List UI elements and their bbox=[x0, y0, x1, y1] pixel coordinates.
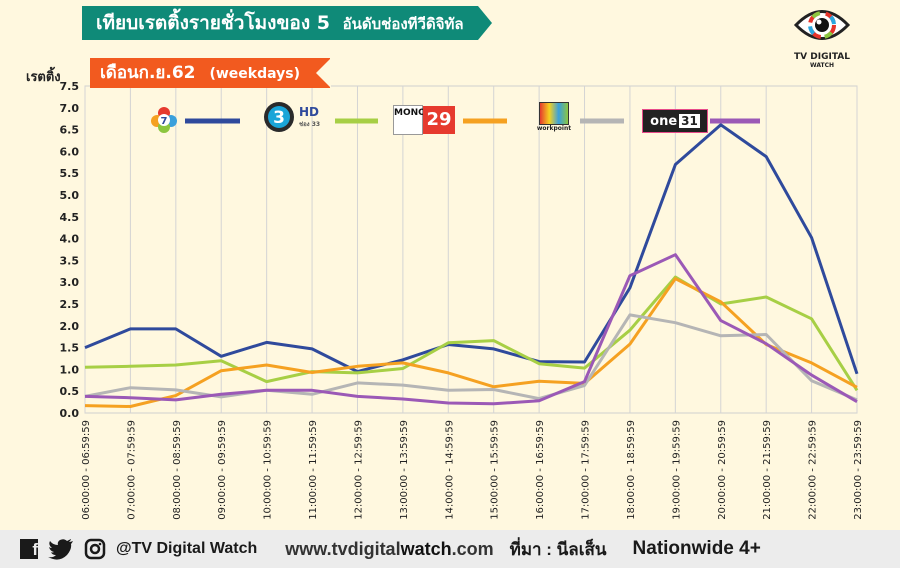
ch3-sub: ช่อง 33 bbox=[299, 121, 321, 128]
y-axis-label: เรตติ้ง bbox=[26, 70, 61, 85]
eye-logo-icon bbox=[793, 10, 851, 40]
website-url[interactable]: www.tvdigitalwatch.com bbox=[285, 539, 493, 560]
brand-line1: TV DIGITAL bbox=[794, 52, 850, 62]
y-tick-label: 7.5 bbox=[60, 80, 80, 93]
y-tick-label: 2.5 bbox=[60, 298, 80, 311]
x-tick-label: 23:00:00 - 23:59:59 bbox=[853, 420, 864, 520]
x-tick-label: 19:00:00 - 19:59:59 bbox=[671, 420, 682, 520]
instagram-icon[interactable] bbox=[84, 538, 106, 560]
x-tick-label: 12:00:00 - 12:59:59 bbox=[353, 420, 364, 520]
title-text: เทียบเรตติ้งรายชั่วโมงของ bbox=[96, 12, 311, 34]
tv-digital-watch-logo: TV DIGITAL WATCH bbox=[770, 4, 874, 82]
mono29-logo: MONO 29 bbox=[392, 105, 456, 135]
social-handle: @TV Digital Watch bbox=[116, 540, 258, 557]
workpoint-logo: workpoint bbox=[534, 102, 574, 132]
ch3-icon: 3 bbox=[264, 102, 294, 132]
y-tick-label: 4.0 bbox=[60, 233, 80, 246]
y-tick-label: 6.5 bbox=[60, 124, 80, 137]
audience-label: Nationwide 4+ bbox=[632, 538, 761, 559]
mono-number: 29 bbox=[423, 106, 455, 134]
y-tick-label: 0.0 bbox=[60, 407, 80, 420]
chart-title: เทียบเรตติ้งรายชั่วโมงของ 5 อันดับช่องที… bbox=[82, 6, 492, 40]
website-bold: watch bbox=[400, 538, 452, 559]
ch3-logo: 3 HD ช่อง 33 bbox=[262, 102, 332, 132]
y-tick-label: 7.0 bbox=[60, 102, 80, 115]
twitter-icon[interactable] bbox=[48, 538, 74, 560]
month-banner: เดือนก.ย.62 (weekdays) bbox=[90, 58, 331, 88]
series-line-2 bbox=[84, 275, 859, 392]
y-tick-label: 5.0 bbox=[60, 189, 80, 202]
y-tick-label: 1.0 bbox=[60, 363, 80, 376]
workpoint-icon bbox=[539, 102, 569, 125]
x-tick-label: 09:00:00 - 09:59:59 bbox=[217, 420, 228, 520]
series-line-1 bbox=[84, 123, 859, 375]
x-tick-label: 17:00:00 - 17:59:59 bbox=[581, 420, 592, 520]
ch7-number: 7 bbox=[161, 116, 168, 127]
brand-line2: WATCH bbox=[809, 62, 835, 69]
mono-letters: MONO bbox=[393, 105, 426, 135]
y-tick-label: 0.5 bbox=[60, 385, 80, 398]
one-number: 31 bbox=[679, 114, 700, 128]
facebook-icon[interactable]: f bbox=[20, 539, 38, 559]
y-tick-label: 4.5 bbox=[60, 211, 80, 224]
series-line-4 bbox=[84, 313, 858, 402]
one-text: one bbox=[650, 113, 678, 129]
x-tick-label: 14:00:00 - 14:59:59 bbox=[444, 420, 455, 520]
workpoint-text: workpoint bbox=[536, 125, 572, 132]
x-tick-label: 20:00:00 - 20:59:59 bbox=[717, 420, 728, 520]
data-source: ที่มา : นีลเส็น bbox=[509, 539, 607, 559]
y-tick-label: 3.0 bbox=[60, 276, 80, 289]
period-label: (weekdays) bbox=[209, 66, 300, 82]
y-tick-label: 5.5 bbox=[60, 167, 80, 180]
x-axis-ticks: 06:00:00 - 06:59:59 07:00:00 - 07:59:59 08… bbox=[81, 420, 864, 520]
month-label: เดือนก.ย.62 bbox=[100, 63, 196, 83]
x-tick-label: 22:00:00 - 22:59:59 bbox=[808, 420, 819, 520]
chart-series bbox=[84, 123, 859, 408]
y-tick-label: 1.5 bbox=[60, 342, 80, 355]
ch3-hd: HD bbox=[299, 105, 320, 119]
series-line-5 bbox=[84, 253, 858, 406]
x-tick-label: 10:00:00 - 10:59:59 bbox=[263, 420, 274, 520]
y-tick-label: 2.0 bbox=[60, 320, 80, 333]
chart-grid bbox=[84, 85, 858, 414]
ch7-icon: 7 bbox=[151, 107, 177, 133]
y-tick-label: 3.5 bbox=[60, 254, 80, 267]
x-tick-label: 07:00:00 - 07:59:59 bbox=[126, 420, 137, 520]
x-tick-label: 16:00:00 - 16:59:59 bbox=[535, 420, 546, 520]
one31-logo: one 31 bbox=[642, 109, 708, 133]
ch7-logo: 7 bbox=[146, 104, 182, 134]
x-tick-label: 06:00:00 - 06:59:59 bbox=[81, 420, 92, 520]
x-tick-label: 13:00:00 - 13:59:59 bbox=[399, 420, 410, 520]
x-tick-label: 15:00:00 - 15:59:59 bbox=[490, 420, 501, 520]
x-tick-label: 18:00:00 - 18:59:59 bbox=[626, 420, 637, 520]
y-axis-ticks: 0.0 0.5 1.0 1.5 2.0 2.5 3.0 3.5 4.0 4.5 5.0 5.5 6.0 6… bbox=[60, 80, 80, 420]
x-tick-label: 08:00:00 - 08:59:59 bbox=[172, 420, 183, 520]
title-number: 5 bbox=[316, 12, 330, 34]
footer-bar: f @TV Digital Watch www.tvdigitalwatch.c… bbox=[0, 530, 900, 568]
website-suffix: .com bbox=[451, 538, 494, 559]
title-suffix: อันดับช่องทีวีดิจิทัล bbox=[342, 15, 464, 33]
y-tick-label: 6.0 bbox=[60, 145, 80, 158]
ch3-number: 3 bbox=[273, 108, 285, 128]
series-line-3 bbox=[84, 277, 858, 408]
x-tick-label: 11:00:00 - 11:59:59 bbox=[308, 420, 319, 520]
website-prefix: www.tvdigital bbox=[285, 538, 401, 559]
x-tick-label: 21:00:00 - 21:59:59 bbox=[762, 420, 773, 520]
